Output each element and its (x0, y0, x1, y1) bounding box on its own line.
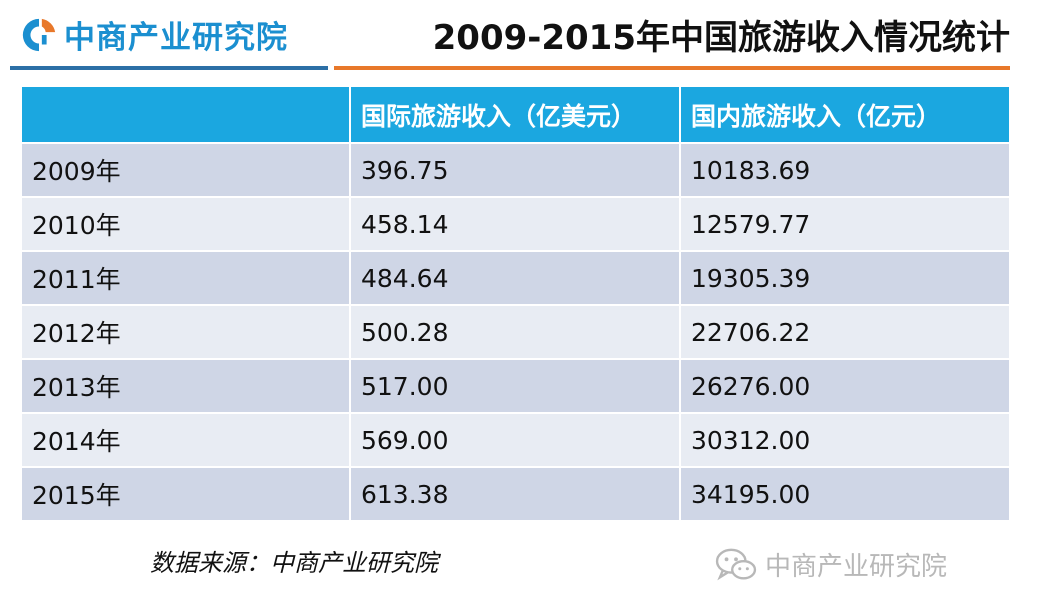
international-cell: 500.28 (349, 304, 681, 360)
year-cell: 2015年 (20, 466, 351, 522)
domestic-cell: 22706.22 (679, 304, 1011, 360)
watermark-text: 中商产业研究院 (765, 552, 948, 582)
table-row: 2014年 569.00 30312.00 (20, 412, 1011, 468)
domestic-cell: 10183.69 (679, 142, 1011, 198)
table-header-row: 国际旅游收入（亿美元） 国内旅游收入（亿元） (20, 85, 1011, 144)
header: 中商产业研究院 2009-2015年中国旅游收入情况统计 (0, 0, 1040, 80)
column-header-domestic: 国内旅游收入（亿元） (679, 85, 1011, 144)
international-cell: 484.64 (349, 250, 681, 306)
international-cell: 396.75 (349, 142, 681, 198)
domestic-cell: 12579.77 (679, 196, 1011, 252)
domestic-cell: 30312.00 (679, 412, 1011, 468)
international-cell: 458.14 (349, 196, 681, 252)
year-cell: 2009年 (20, 142, 351, 198)
international-cell: 517.00 (349, 358, 681, 414)
domestic-cell: 19305.39 (679, 250, 1011, 306)
data-source-note: 数据来源：中商产业研究院 (150, 549, 438, 577)
international-cell: 569.00 (349, 412, 681, 468)
watermark: 中商产业研究院 (715, 546, 947, 583)
international-cell: 613.38 (349, 466, 681, 522)
header-rule-orange (334, 66, 1010, 70)
data-table: 国际旅游收入（亿美元） 国内旅游收入（亿元） 2009年 396.75 1018… (20, 85, 1011, 522)
column-header-international: 国际旅游收入（亿美元） (349, 85, 681, 144)
page-title: 2009-2015年中国旅游收入情况统计 (432, 18, 1010, 58)
table-row: 2015年 613.38 34195.00 (20, 466, 1011, 522)
logo-icon (22, 18, 56, 51)
year-cell: 2013年 (20, 358, 351, 414)
wechat-icon (715, 548, 757, 580)
logo: 中商产业研究院 (20, 12, 288, 57)
logo-text: 中商产业研究院 (64, 20, 288, 56)
table-row: 2011年 484.64 19305.39 (20, 250, 1011, 306)
year-cell: 2014年 (20, 412, 351, 468)
table-row: 2013年 517.00 26276.00 (20, 358, 1011, 414)
year-cell: 2012年 (20, 304, 351, 360)
header-rule-blue (10, 66, 328, 70)
domestic-cell: 26276.00 (679, 358, 1011, 414)
table-row: 2010年 458.14 12579.77 (20, 196, 1011, 252)
column-header-year (20, 85, 351, 144)
year-cell: 2010年 (20, 196, 351, 252)
table-row: 2009年 396.75 10183.69 (20, 142, 1011, 198)
year-cell: 2011年 (20, 250, 351, 306)
domestic-cell: 34195.00 (679, 466, 1011, 522)
table-row: 2012年 500.28 22706.22 (20, 304, 1011, 360)
